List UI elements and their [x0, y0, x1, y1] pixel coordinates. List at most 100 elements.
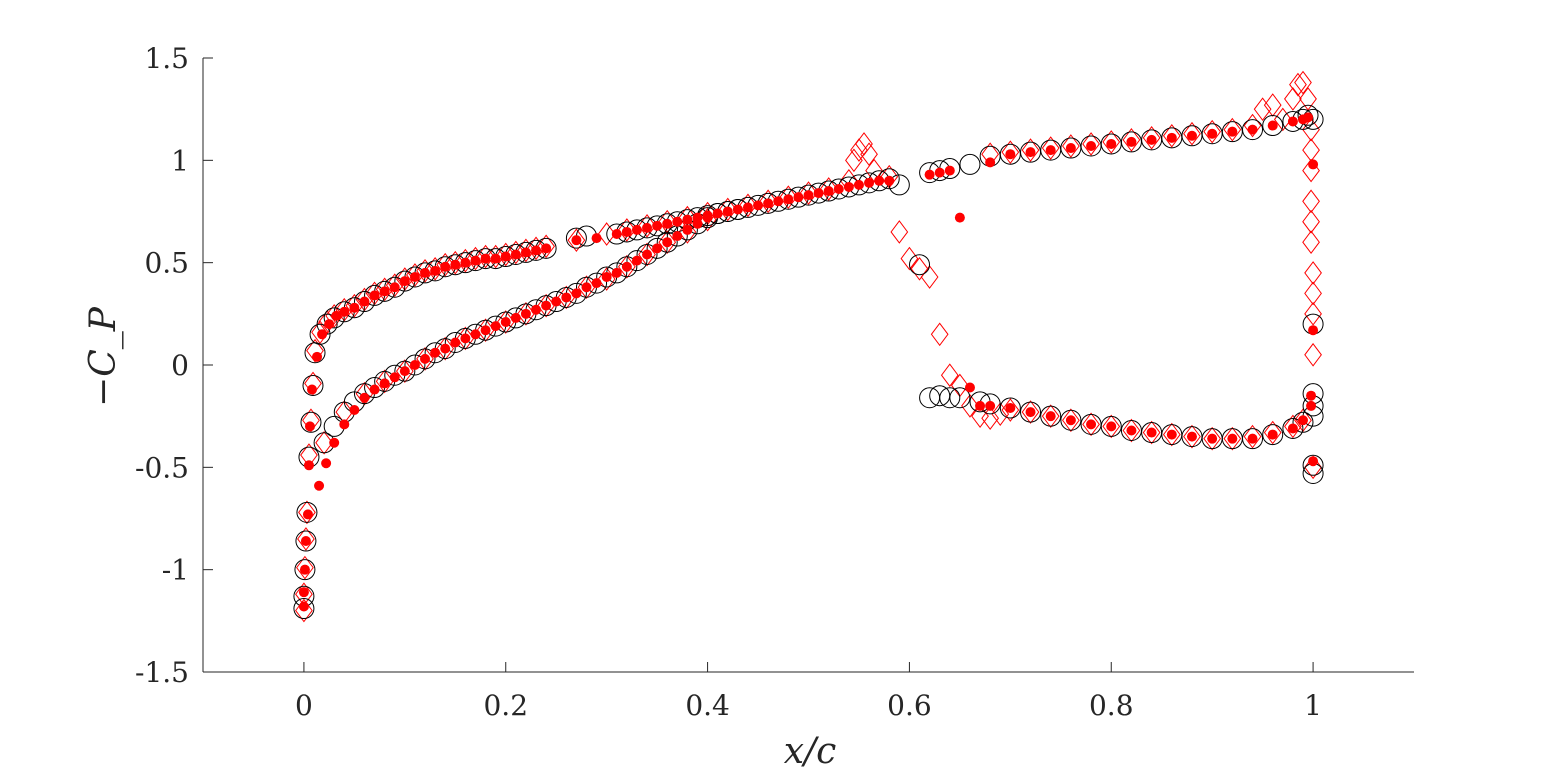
- dot-point: [813, 188, 824, 199]
- dot-point: [314, 480, 325, 491]
- dot-point: [1227, 126, 1238, 137]
- diamond-point: [597, 222, 616, 246]
- circle-point: [909, 254, 931, 276]
- dot-point: [379, 378, 390, 389]
- dot-point: [369, 384, 380, 395]
- diamond-point: [658, 230, 677, 255]
- dot-point: [460, 257, 471, 268]
- circle-point: [1262, 115, 1284, 137]
- diamond-point: [1203, 426, 1222, 451]
- diamond-point: [476, 244, 495, 269]
- dot-point: [339, 306, 350, 317]
- diamond-point: [1062, 408, 1080, 433]
- diamond-point: [1284, 414, 1302, 439]
- diamond-point: [940, 363, 959, 388]
- diamond-point: [517, 238, 535, 263]
- diamond-point: [597, 267, 616, 291]
- dot-point: [450, 259, 461, 270]
- diamond-point: [1253, 97, 1272, 121]
- dot-point: [440, 261, 451, 272]
- circle-point: [1302, 454, 1324, 476]
- dot-point: [753, 200, 764, 211]
- dot-point: [1086, 141, 1097, 152]
- diamond-point: [799, 181, 818, 205]
- diamond-point: [1142, 420, 1161, 445]
- dot-point: [379, 286, 390, 297]
- dot-point: [712, 208, 723, 219]
- dot-point: [470, 255, 481, 266]
- circle-point: [656, 231, 678, 253]
- dot-point: [329, 437, 340, 448]
- diamond-point: [1082, 132, 1100, 156]
- dot-point: [500, 251, 511, 262]
- diamond-point: [1304, 261, 1322, 285]
- dot-point: [1247, 124, 1258, 135]
- diamond-point: [910, 256, 929, 281]
- diamond-point: [1294, 70, 1312, 95]
- dot-point: [742, 202, 753, 213]
- dot-point: [541, 300, 552, 311]
- diamond-point: [1304, 281, 1322, 306]
- dot-point: [349, 405, 360, 416]
- dot-point: [306, 384, 317, 395]
- dot-point: [652, 220, 663, 231]
- data-marks: [293, 70, 1324, 623]
- diamond-point: [537, 234, 555, 259]
- diamond-point: [416, 259, 434, 283]
- x-tick-label: 0.2: [483, 689, 528, 722]
- dot-point: [1025, 147, 1036, 158]
- dot-point: [985, 400, 996, 411]
- diamond-point: [779, 185, 798, 210]
- diamond-point: [1122, 418, 1141, 443]
- dot-point: [490, 253, 501, 264]
- diamond-point: [1263, 420, 1282, 445]
- dot-point: [803, 190, 814, 201]
- circle-point: [316, 313, 338, 335]
- circle-point: [295, 530, 317, 552]
- dot-point: [843, 181, 854, 192]
- dot-point: [1126, 425, 1137, 436]
- diamond-point: [991, 402, 1010, 426]
- diamond-point: [638, 242, 656, 267]
- x-tick-label: 0.8: [1089, 689, 1134, 722]
- diamond-point: [416, 347, 434, 371]
- dot-point: [1106, 138, 1117, 149]
- diamond-point: [1001, 398, 1020, 422]
- diamond-point: [638, 213, 656, 238]
- diamond-point: [739, 193, 757, 218]
- dot-point: [1308, 159, 1319, 170]
- diamond-point: [981, 406, 1000, 431]
- dot-point: [763, 198, 774, 209]
- dot-point: [1146, 427, 1157, 438]
- diamond-point: [658, 209, 677, 234]
- x-tick-label: 0.4: [685, 689, 730, 722]
- circle-point: [1040, 405, 1062, 427]
- dot-point: [470, 329, 481, 340]
- dot-point: [722, 206, 733, 217]
- dot-point: [1227, 433, 1238, 444]
- dot-point: [672, 216, 683, 227]
- dot-point: [304, 421, 315, 432]
- circle-point: [616, 256, 638, 278]
- y-tick-label: 0: [171, 349, 189, 382]
- diamond-point: [315, 430, 333, 455]
- diamond-point: [295, 598, 313, 623]
- circle-point: [636, 243, 658, 265]
- dot-point: [773, 196, 784, 207]
- diamond-point: [865, 158, 883, 183]
- dot-point: [924, 169, 935, 180]
- dot-point: [1086, 419, 1097, 430]
- diamond-point: [395, 359, 414, 383]
- dot-point: [531, 304, 542, 315]
- dot-point: [783, 194, 794, 205]
- diamond-point: [860, 142, 878, 167]
- diamond-point: [436, 336, 455, 361]
- diamond-point: [1302, 230, 1320, 255]
- dot-point: [1306, 390, 1317, 401]
- dot-point: [298, 587, 309, 598]
- diamond-point: [920, 265, 939, 289]
- dot-point: [692, 218, 703, 229]
- dot-point: [520, 308, 531, 319]
- dot-point: [359, 392, 370, 403]
- diamond-point: [1302, 209, 1320, 234]
